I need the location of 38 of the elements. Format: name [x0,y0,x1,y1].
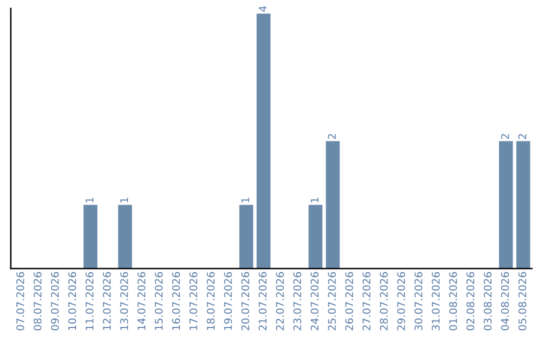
x-tick-label: 09.07.2026 [50,272,59,330]
x-tick-label: 22.07.2026 [276,272,284,330]
x-tick-label: 29.07.2026 [397,272,406,330]
x-tick-label: 19.07.2026 [224,272,232,330]
x-tick-label: 01.08.2026 [449,272,458,330]
x-tick-label: 18.07.2026 [206,272,215,330]
x-tick-label: 04.08.2026 [501,272,509,330]
x-tick-label: 11.07.2026 [86,272,94,330]
x-tick-label: 20.07.2026 [241,272,250,330]
x-tick-label: 26.07.2026 [345,272,354,330]
data-label: 1 [242,198,250,202]
data-label: 2 [328,134,336,139]
data-label: 1 [120,198,128,202]
x-tick-label: 30.07.2026 [414,272,422,330]
x-tick-label: 24.07.2026 [310,272,319,330]
x-tick-label: 31.07.2026 [432,272,440,330]
x-tick-label: 23.07.2026 [293,272,302,330]
x-tick-label: 27.07.2026 [362,272,370,330]
x-tick-label: 21.07.2026 [258,272,267,330]
x-tick-label: 10.07.2026 [68,272,76,330]
x-tick-label: 14.07.2026 [138,272,146,330]
x-tick-label: 13.07.2026 [120,272,128,330]
x-tick-label: 17.07.2026 [189,272,198,330]
x-tick-label: 16.07.2026 [172,272,180,330]
data-label: 2 [501,134,509,139]
x-tick-label: 15.07.2026 [154,272,163,330]
x-tick-label: 02.08.2026 [466,272,474,330]
x-tick-label: 03.08.2026 [484,272,492,330]
x-tick-label: 08.07.2026 [34,272,42,330]
x-tick-label: 25.07.2026 [328,272,336,330]
x-tick-label: 12.07.2026 [102,272,111,330]
data-label: 1 [86,198,94,202]
data-label: 4 [258,6,266,12]
data-label: 1 [310,198,318,202]
x-tick-label: 05.08.2026 [518,272,526,330]
data-label: 2 [518,134,526,139]
x-tick-label: 28.07.2026 [380,272,388,330]
x-tick-label: 07.07.2026 [16,272,24,330]
